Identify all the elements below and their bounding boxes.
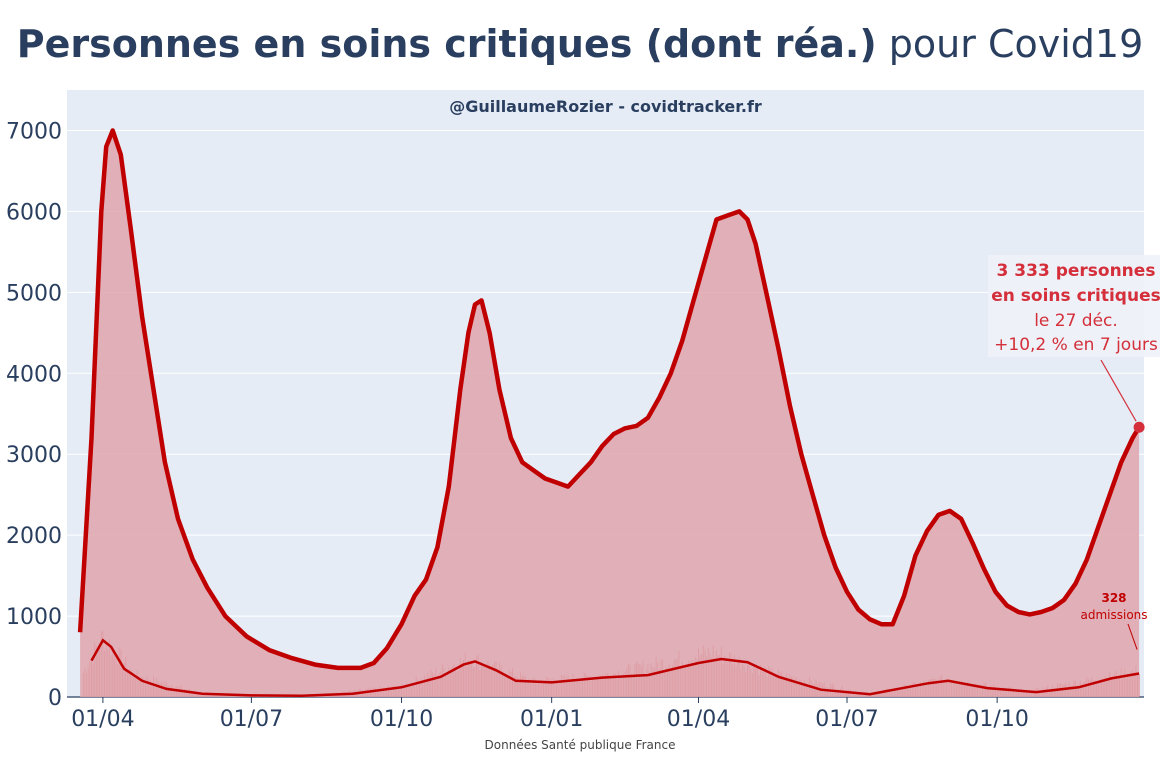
annotation-line-4: +10,2 % en 7 jours — [994, 335, 1158, 355]
y-tick-label: 3000 — [6, 443, 62, 468]
x-tick-label: 01/07 — [220, 707, 283, 732]
y-tick-label: 4000 — [6, 362, 62, 387]
x-axis-ticks: 01/04 01/07 01/10 01/01 01/04 01/07 01/10 — [71, 697, 1029, 732]
admissions-arrow — [1127, 623, 1138, 650]
critical-care-area — [80, 130, 1140, 697]
chart-title-rest: pour Covid19 — [876, 22, 1144, 66]
y-tick-label: 5000 — [6, 281, 62, 306]
x-tick-label: 01/04 — [71, 707, 134, 732]
critical-care-line — [77, 128, 1142, 671]
y-tick-label: 6000 — [6, 200, 62, 225]
last-value-marker — [1133, 421, 1145, 433]
y-tick-label: 2000 — [6, 524, 62, 549]
y-tick-label: 7000 — [6, 119, 62, 144]
chart-title: Personnes en soins critiques (dont réa.)… — [0, 22, 1160, 66]
y-tick-label: 1000 — [6, 605, 62, 630]
annotation-arrow — [1100, 359, 1137, 422]
y-tick-label: 0 — [48, 686, 62, 711]
admissions-label: admissions — [1080, 608, 1147, 622]
y-axis-ticks: 0 1000 2000 3000 4000 5000 6000 7000 — [6, 119, 62, 711]
x-tick-label: 01/10 — [370, 707, 433, 732]
annotation-line-1: 3 333 personnes — [997, 261, 1156, 281]
chart-subtitle: @GuillaumeRozier - covidtracker.fr — [449, 97, 762, 116]
admissions-value: 328 — [1101, 591, 1126, 605]
annotation-line-2: en soins critiques — [991, 286, 1160, 306]
x-tick-label: 01/10 — [965, 707, 1028, 732]
data-source: Données Santé publique France — [484, 738, 676, 752]
chart-title-bold: Personnes en soins critiques (dont réa.) — [16, 22, 877, 66]
x-tick-label: 01/07 — [815, 707, 878, 732]
annotation-line-3: le 27 déc. — [1034, 311, 1118, 331]
annotation-box — [988, 255, 1160, 357]
x-tick-label: 01/01 — [520, 707, 583, 732]
x-tick-label: 01/04 — [667, 707, 730, 732]
admissions-line — [90, 638, 1140, 698]
